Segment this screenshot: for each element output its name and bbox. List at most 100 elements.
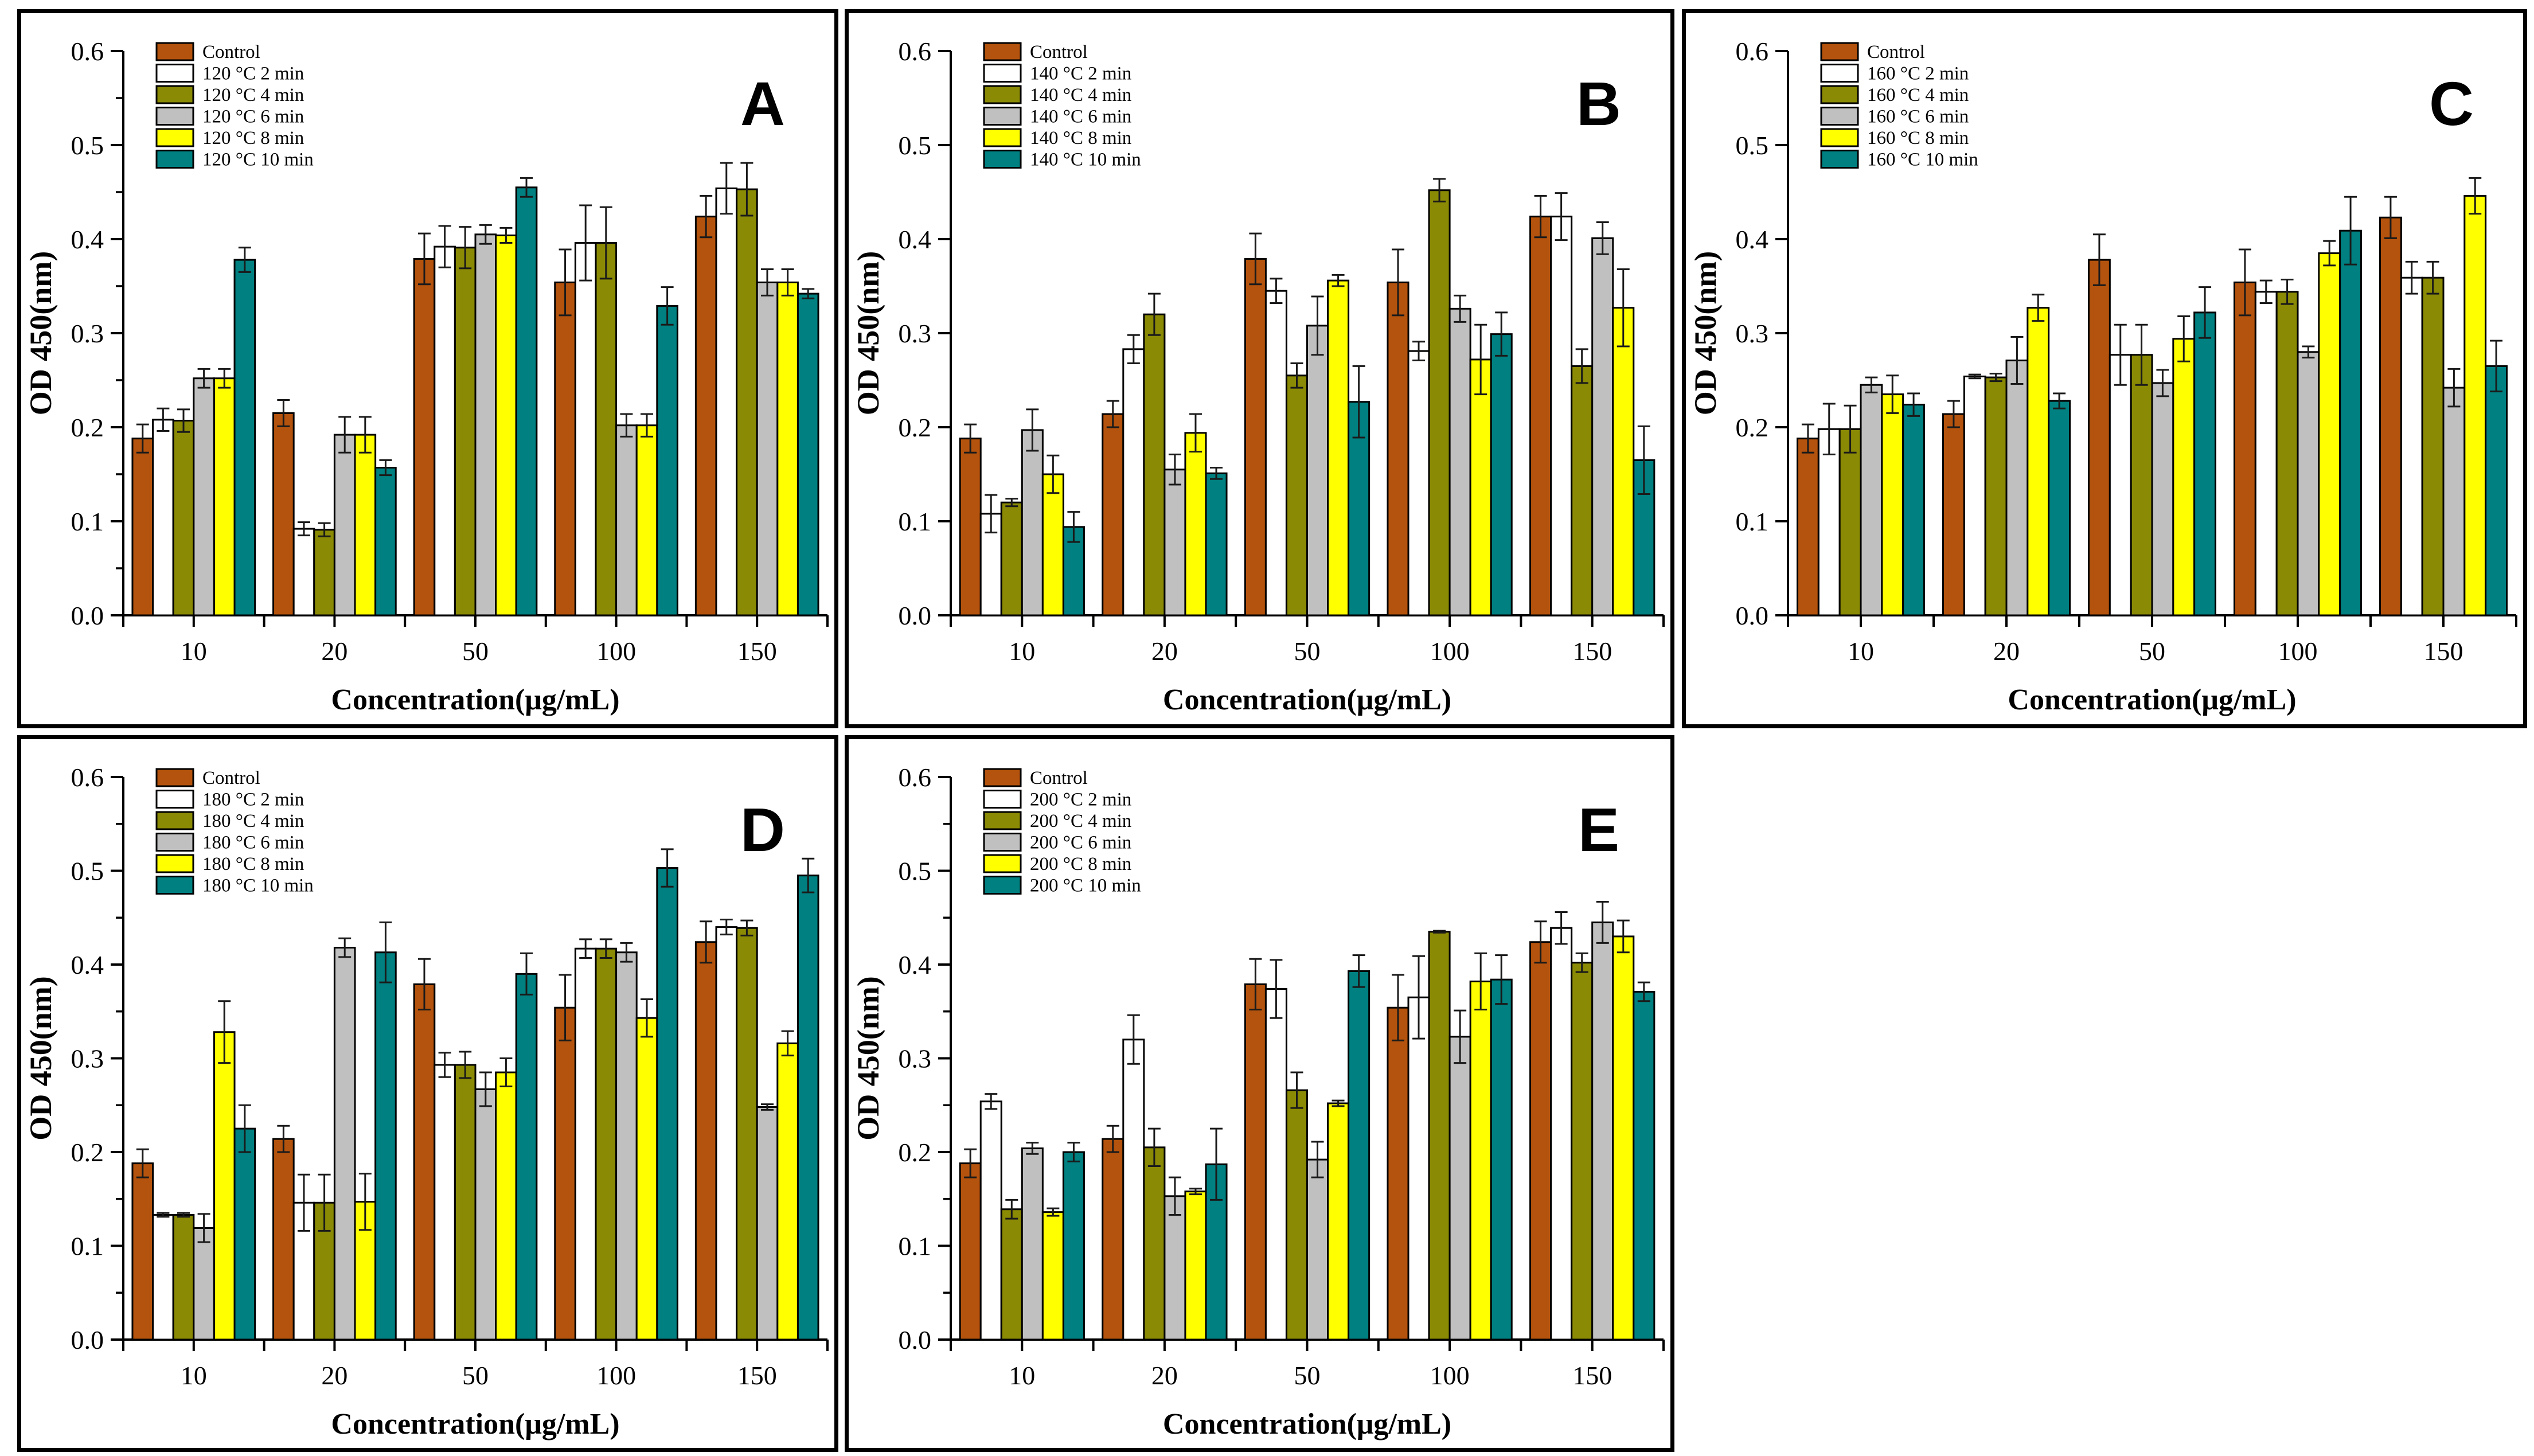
- y-tick-label: 0.0: [1736, 601, 1769, 630]
- bar: [413, 983, 436, 1341]
- bar: [1612, 935, 1635, 1341]
- bar: [313, 529, 335, 616]
- x-tick-label: 10: [181, 1361, 207, 1390]
- y-axis-title: OD 450(nm): [1688, 251, 1723, 415]
- bar: [2400, 276, 2423, 616]
- legend-swatch: [155, 107, 194, 126]
- bar: [615, 424, 638, 616]
- legend-label: 120 °C 2 min: [202, 64, 304, 84]
- x-tick-label: 10: [1009, 1361, 1035, 1390]
- panel-c: 0.0 0.1 0.2 0.3 0.4 0.5 0.6 10 20 50 100 150 Concent…: [1682, 9, 2527, 728]
- y-tick-label: 0.1: [899, 1232, 932, 1261]
- chart-panel-A: 0.0 0.1 0.2 0.3 0.4 0.5 0.6 10 20 50 100 150 Concent…: [24, 37, 829, 716]
- bar: [959, 438, 982, 616]
- bar: [1021, 1147, 1044, 1341]
- legend-swatch: [983, 790, 1022, 809]
- bar: [2088, 259, 2111, 616]
- x-tick-label: 50: [462, 637, 489, 666]
- bar: [1387, 281, 1409, 616]
- bar: [1612, 307, 1635, 616]
- bar: [2109, 354, 2132, 616]
- bar: [1102, 413, 1125, 616]
- bar: [1387, 1006, 1409, 1341]
- bar: [2275, 291, 2299, 616]
- bar: [1963, 375, 1986, 616]
- bar: [554, 281, 576, 616]
- bar: [615, 951, 638, 1341]
- bar: [1306, 1158, 1329, 1341]
- y-tick-label: 0.5: [71, 857, 104, 886]
- bar: [1860, 384, 1883, 616]
- x-axis-title: Concentration(μg/mL): [331, 684, 619, 716]
- bar: [2463, 195, 2487, 616]
- x-tick-label: 150: [2424, 637, 2463, 666]
- bar: [694, 216, 717, 616]
- bar: [1143, 1146, 1166, 1341]
- x-tick-label: 20: [1151, 1361, 1178, 1390]
- panel-letter: A: [740, 69, 785, 138]
- legend-label: 120 °C 6 min: [202, 107, 304, 127]
- bar: [1633, 459, 1656, 616]
- panel-a: 0.0 0.1 0.2 0.3 0.4 0.5 0.6 10 20 50 100 150 Concent…: [17, 9, 838, 728]
- legend-label: 140 °C 10 min: [1030, 150, 1141, 170]
- legend-label: 200 °C 2 min: [1030, 790, 1131, 810]
- chart-panel-E: 0.0 0.1 0.2 0.3 0.4 0.5 0.6 10 20 50 100 150 Concent…: [851, 763, 1665, 1441]
- bar: [2442, 387, 2466, 616]
- bar: [1550, 216, 1573, 616]
- y-tick-label: 0.5: [1736, 131, 1769, 160]
- x-axis-title: Concentration(μg/mL): [1163, 684, 1451, 716]
- legend-label: 120 °C 4 min: [202, 85, 304, 106]
- bar: [1942, 413, 1965, 616]
- y-tick-label: 0.2: [71, 1138, 104, 1167]
- bar: [1205, 472, 1228, 616]
- bar: [595, 242, 618, 616]
- legend-swatch: [983, 42, 1022, 61]
- y-tick-label: 0.1: [899, 507, 932, 536]
- chart-panel-C: 0.0 0.1 0.2 0.3 0.4 0.5 0.6 10 20 50 100 150 Concent…: [1688, 37, 2517, 716]
- bar: [152, 1214, 174, 1341]
- y-axis-title: OD 450(nm): [851, 251, 885, 415]
- panel-letter: E: [1578, 795, 1619, 864]
- bar: [1041, 1211, 1064, 1341]
- bar: [131, 438, 154, 616]
- legend-label: 160 °C 10 min: [1867, 150, 1978, 170]
- bar: [1633, 990, 1656, 1341]
- legend-label: 140 °C 6 min: [1030, 107, 1131, 127]
- x-tick-label: 50: [462, 1361, 489, 1390]
- bar: [434, 1064, 456, 1341]
- panel-d: 0.0 0.1 0.2 0.3 0.4 0.5 0.6 10 20 50 100 150 Concent…: [17, 735, 838, 1452]
- legend-swatch: [155, 85, 194, 104]
- y-tick-label: 0.4: [1736, 225, 1769, 254]
- legend-label: 200 °C 6 min: [1030, 833, 1131, 853]
- legend-label: 180 °C 10 min: [202, 876, 314, 896]
- legend-swatch: [983, 876, 1022, 895]
- bar: [736, 188, 758, 616]
- bar: [1591, 237, 1614, 616]
- panel-letter: C: [2429, 69, 2474, 138]
- bar: [1021, 429, 1044, 616]
- bar: [776, 281, 799, 616]
- legend-swatch: [1820, 128, 1859, 147]
- bar: [172, 1214, 195, 1341]
- bar: [1102, 1138, 1125, 1341]
- y-tick-label: 0.2: [899, 413, 932, 442]
- bar: [1490, 333, 1513, 616]
- bar: [574, 242, 597, 616]
- legend-swatch: [1820, 42, 1859, 61]
- bar: [1000, 501, 1023, 616]
- bars: [1797, 195, 2508, 616]
- x-axis-title: Concentration(μg/mL): [331, 1408, 619, 1441]
- legend-swatch: [1820, 64, 1859, 83]
- bar: [1407, 996, 1430, 1341]
- x-tick-label: 10: [1009, 637, 1035, 666]
- legend-swatch: [983, 150, 1022, 169]
- bar: [1143, 313, 1166, 616]
- bar: [2151, 382, 2174, 616]
- bar: [354, 434, 377, 616]
- y-tick-label: 0.6: [899, 37, 932, 66]
- x-tick-label: 150: [1572, 1361, 1612, 1390]
- legend-label: 160 °C 6 min: [1867, 107, 1969, 127]
- bar: [2048, 400, 2071, 616]
